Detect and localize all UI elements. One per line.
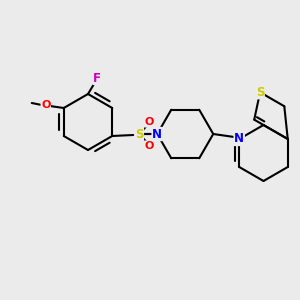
Text: O: O (41, 100, 50, 110)
Text: S: S (135, 128, 143, 140)
Text: O: O (145, 117, 154, 127)
Text: N: N (152, 128, 162, 140)
Text: F: F (93, 71, 101, 85)
Text: S: S (256, 86, 264, 99)
Text: N: N (152, 128, 162, 140)
Text: O: O (145, 141, 154, 151)
Text: N: N (234, 133, 244, 146)
Text: N: N (234, 133, 244, 146)
